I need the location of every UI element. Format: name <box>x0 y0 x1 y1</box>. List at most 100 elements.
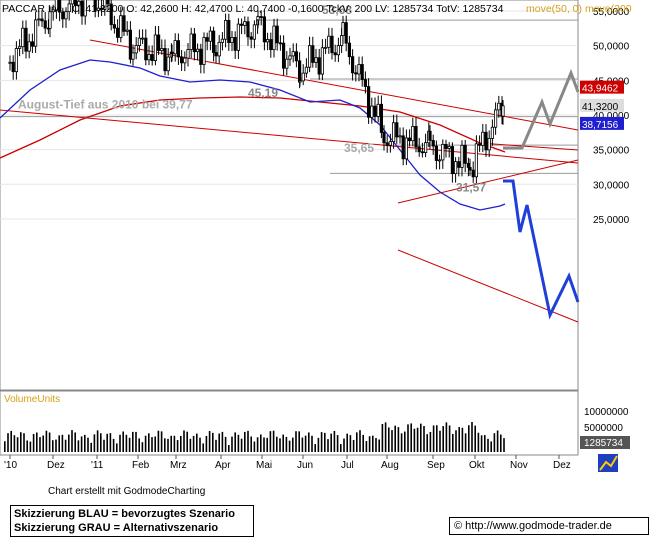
candle-body <box>37 18 41 21</box>
volume-bar <box>250 436 252 452</box>
volume-bar <box>317 437 320 452</box>
volume-bar <box>154 436 156 452</box>
volume-bar <box>138 438 140 452</box>
volume-bar <box>100 433 102 452</box>
volume-bar <box>381 423 384 452</box>
volume-bar <box>308 432 310 452</box>
volume-bar <box>112 438 115 452</box>
volume-bar <box>215 439 217 452</box>
x-tick-label: '10 <box>4 460 17 471</box>
candle-body <box>109 3 113 26</box>
candle-body <box>48 11 52 29</box>
volume-bar <box>480 435 483 452</box>
candle-body <box>128 29 132 60</box>
volume-bar <box>394 425 396 452</box>
volume-bar <box>180 435 182 452</box>
trend-line <box>0 109 579 164</box>
copyright-icon: © <box>454 520 463 532</box>
volume-bar <box>32 434 35 452</box>
volume-bar <box>484 435 486 452</box>
price-tag-label: 38,7156 <box>582 120 619 131</box>
volume-bar <box>359 430 361 452</box>
candle-body <box>275 25 279 44</box>
volume-bar <box>269 431 272 452</box>
candle-body <box>341 22 345 36</box>
y-tick-label: 40,0000 <box>593 111 630 122</box>
volume-bar <box>29 441 32 452</box>
volume-bar <box>109 433 112 452</box>
level-label: 53,68 <box>322 3 352 17</box>
volume-bar <box>400 433 403 452</box>
candle-body <box>217 41 221 57</box>
candle-body <box>106 0 110 5</box>
x-tick-label: Apr <box>215 460 231 471</box>
candle-body <box>333 52 337 56</box>
candle-body <box>166 56 170 72</box>
volume-bar <box>240 438 243 452</box>
volume-bar <box>61 434 64 452</box>
candle-body <box>239 23 244 26</box>
volume-bar <box>324 432 326 452</box>
candle-body <box>77 0 81 6</box>
candle-body <box>291 51 295 57</box>
candle-body <box>370 105 374 118</box>
legend-blue: Skizzierung BLAU = bevorzugtes Szenario <box>14 508 235 520</box>
candle-body <box>21 27 25 48</box>
candle-body <box>490 126 495 139</box>
candle-body <box>385 142 389 146</box>
price-tag-label: 43,9462 <box>582 84 619 95</box>
candle-body <box>137 37 141 46</box>
candle-body <box>431 139 435 147</box>
candle-body <box>27 41 31 52</box>
candle-body <box>373 105 377 117</box>
candle-body <box>471 169 475 178</box>
x-tick-label: Dez <box>553 460 571 471</box>
volume-bar <box>298 431 300 452</box>
price-tag-label: 41,3200 <box>582 102 619 113</box>
candle-body <box>457 161 461 168</box>
volume-bar <box>128 437 131 452</box>
candle-body <box>360 64 364 80</box>
volume-bar <box>391 430 393 452</box>
volume-bar <box>356 432 358 452</box>
volume-bar <box>375 438 377 452</box>
candle-body <box>441 143 445 161</box>
candle-body <box>339 35 344 47</box>
candle-body <box>230 37 234 44</box>
candle-body <box>119 15 123 38</box>
volume-bar <box>231 436 233 452</box>
y-tick-label: 25,0000 <box>593 215 630 226</box>
volume-bar <box>247 430 249 452</box>
volume-bar <box>368 436 371 452</box>
candle-body <box>363 79 368 87</box>
volume-bar <box>314 444 316 452</box>
volume-bar <box>55 439 57 452</box>
volume-bar <box>442 426 444 452</box>
candle-body <box>497 102 501 111</box>
volume-bar <box>458 427 460 452</box>
volume-bar <box>103 439 105 452</box>
candle-body <box>246 21 250 38</box>
volume-bar <box>221 431 224 452</box>
volume-bar <box>205 435 208 452</box>
volume-bar <box>416 427 419 452</box>
volume-bar <box>426 434 428 452</box>
x-tick-label: '11 <box>91 460 104 471</box>
candle-body <box>70 0 74 5</box>
candle-body <box>192 33 196 53</box>
candle-body <box>183 57 187 64</box>
candle-body <box>173 40 177 55</box>
volume-bar <box>186 431 188 452</box>
candle-body <box>144 37 148 61</box>
volume-bar <box>445 422 448 452</box>
volume-bar <box>48 432 51 452</box>
ma50-path <box>0 59 506 211</box>
x-tick-label: Mai <box>256 460 272 471</box>
candle-body <box>323 46 328 49</box>
candle-body <box>304 66 309 74</box>
volume-bar <box>285 436 288 452</box>
source-url[interactable]: http://www.godmode-trader.de <box>465 520 612 532</box>
candle-body <box>460 144 464 168</box>
volume-bar <box>151 437 153 452</box>
volume-bar <box>266 437 268 452</box>
